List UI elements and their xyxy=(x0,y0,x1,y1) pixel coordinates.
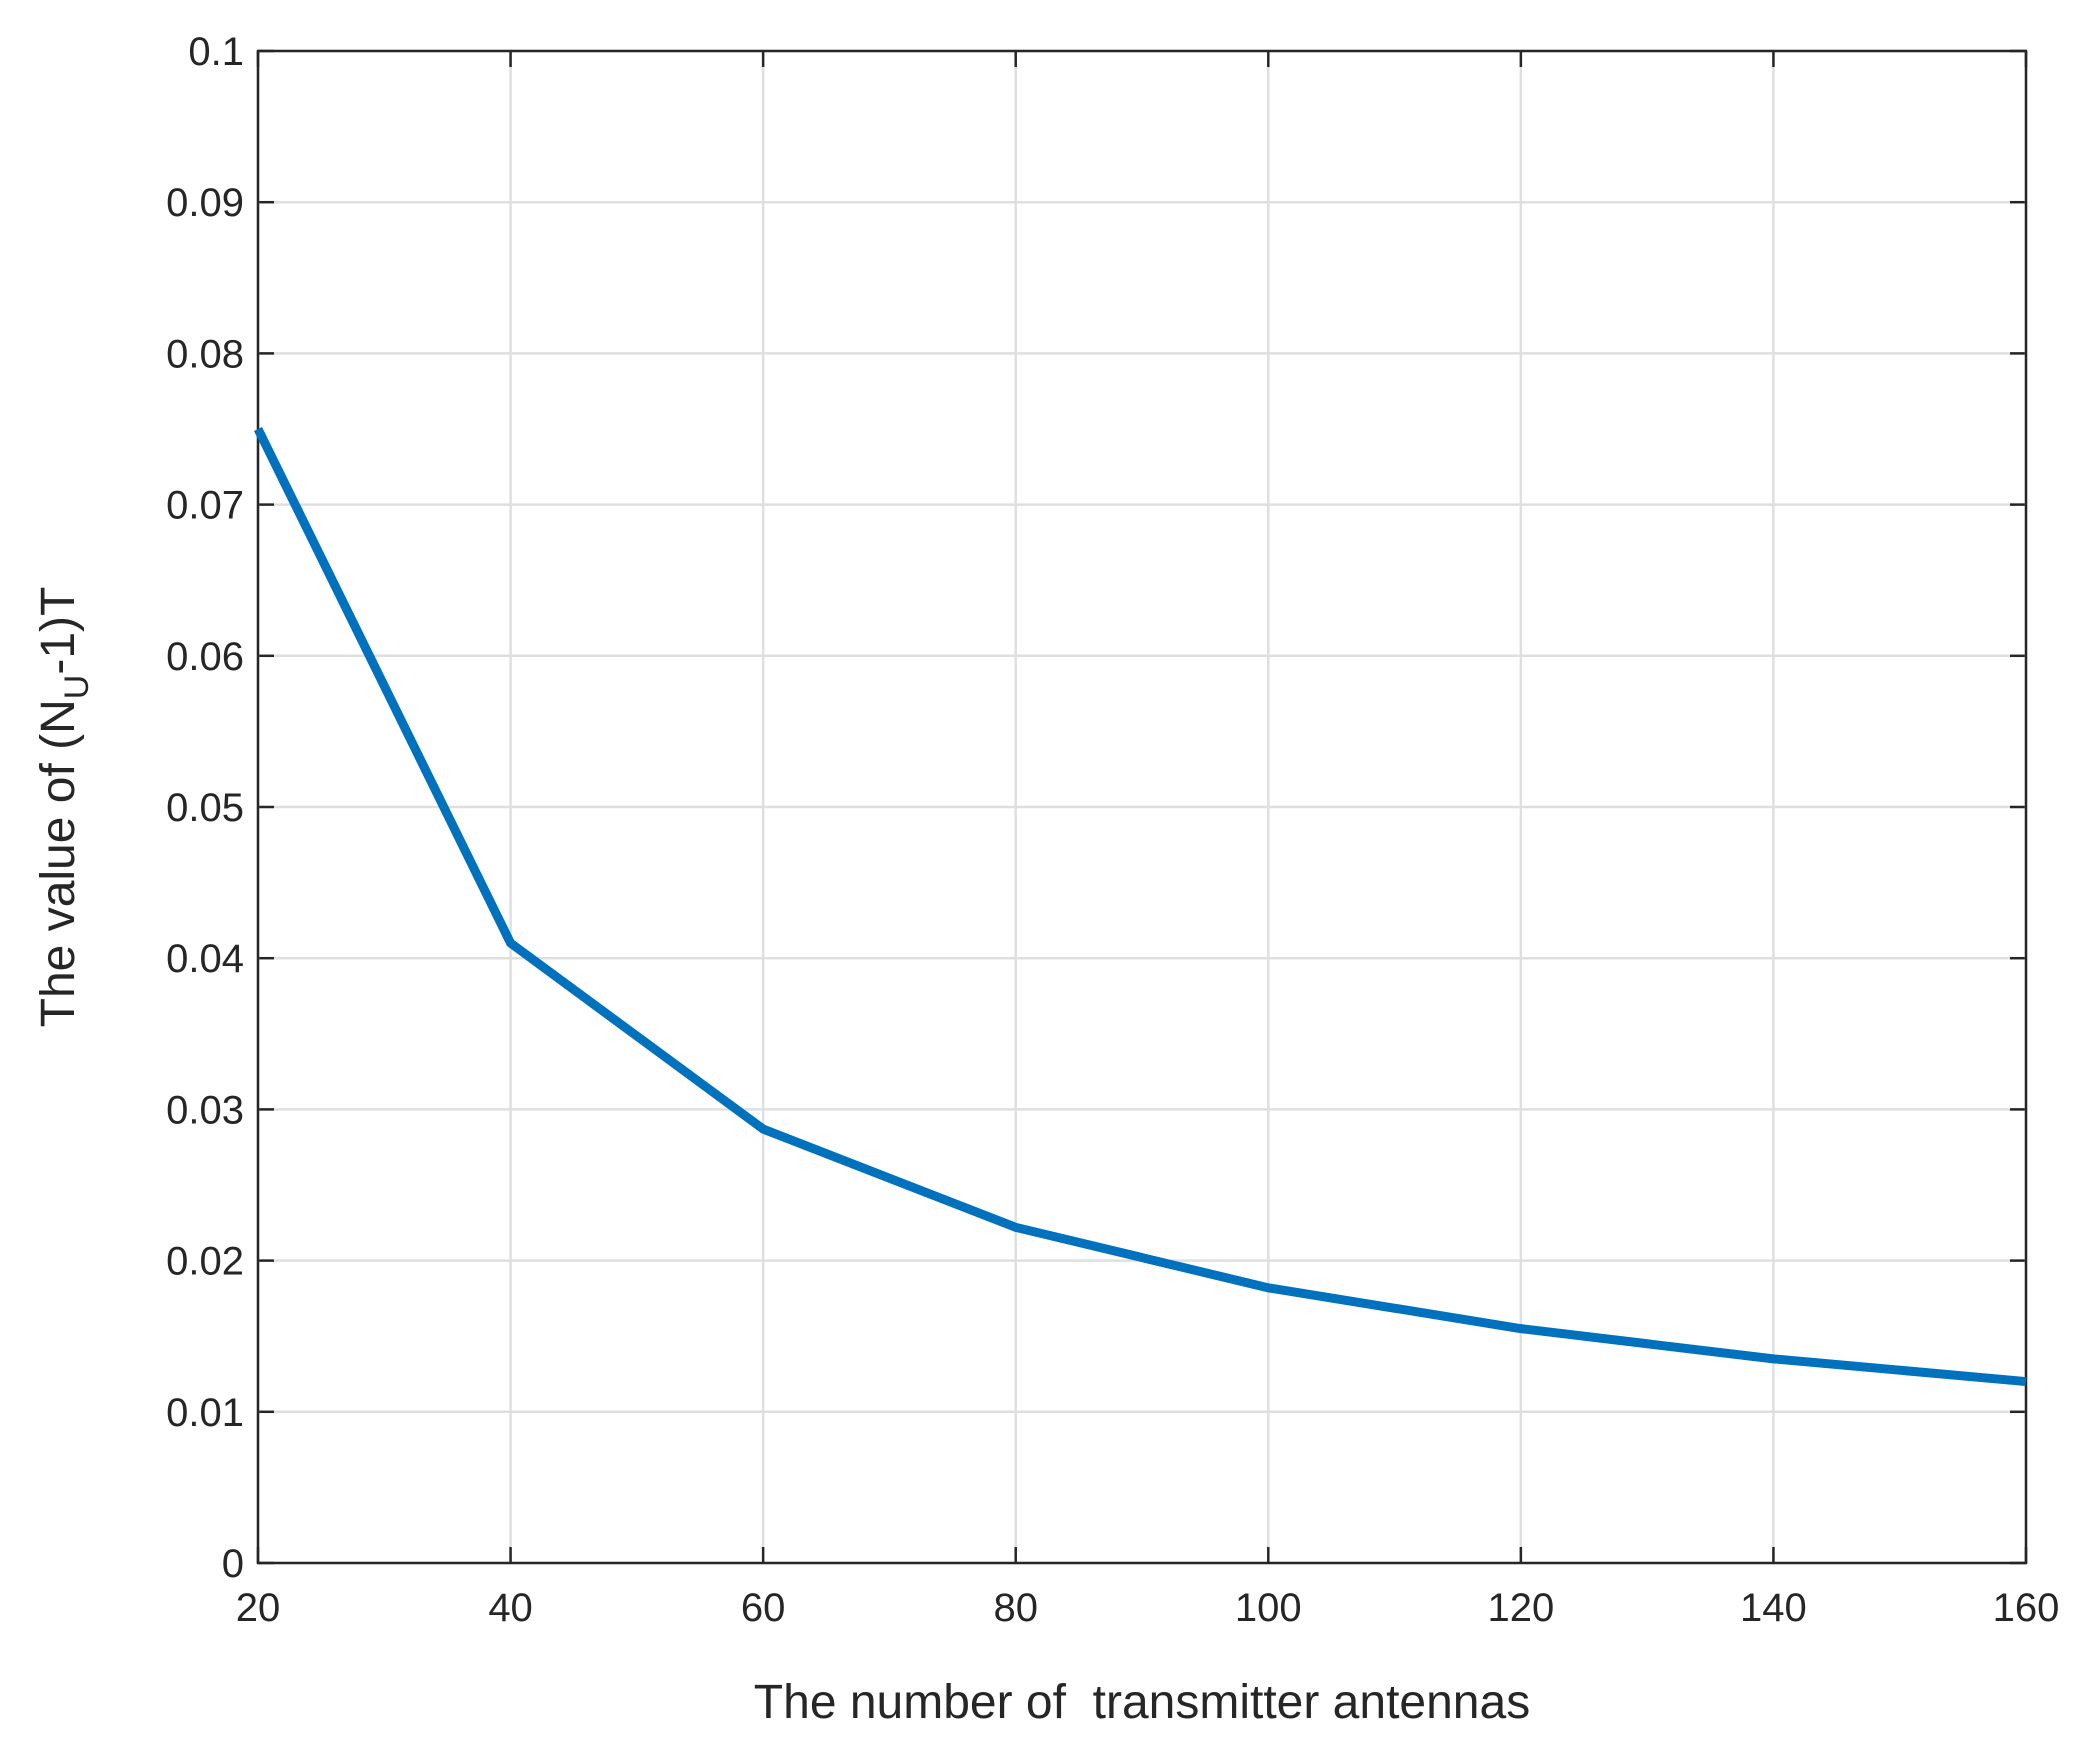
y-tick-label: 0.09 xyxy=(166,181,244,225)
x-tick-label: 40 xyxy=(488,1586,533,1630)
y-tick-label: 0.05 xyxy=(166,786,244,830)
x-tick-label: 120 xyxy=(1487,1586,1554,1630)
y-axis-label-part: -1)T xyxy=(32,587,85,675)
plot-frame xyxy=(256,49,2028,1565)
y-tick-label: 0.04 xyxy=(166,937,244,981)
y-tick-label: 0.02 xyxy=(166,1240,244,1284)
y-axis-label-subscript: U xyxy=(58,675,96,700)
y-tick-label: 0.01 xyxy=(166,1391,244,1435)
y-tick-label: 0.06 xyxy=(166,635,244,679)
x-tick-label: 100 xyxy=(1235,1586,1302,1630)
y-axis-label-part: The value of (N xyxy=(32,699,85,1027)
x-tick-label: 140 xyxy=(1740,1586,1807,1630)
x-tick-label: 20 xyxy=(236,1586,281,1630)
x-tick-label: 80 xyxy=(993,1586,1038,1630)
data-line xyxy=(253,427,2027,1387)
y-tick-label: 0.1 xyxy=(188,30,244,74)
y-tick-label: 0.07 xyxy=(166,484,244,528)
x-axis-label: The number of transmitter antennas xyxy=(754,1676,1530,1729)
y-tick-label: 0 xyxy=(222,1542,244,1586)
y-tick-label: 0.08 xyxy=(166,332,244,376)
x-tick-label: 60 xyxy=(741,1586,786,1630)
x-tick-label: 160 xyxy=(1993,1586,2060,1630)
y-axis-label: The value of (NU-1)T xyxy=(32,587,96,1028)
y-tick-label: 0.03 xyxy=(166,1088,244,1132)
